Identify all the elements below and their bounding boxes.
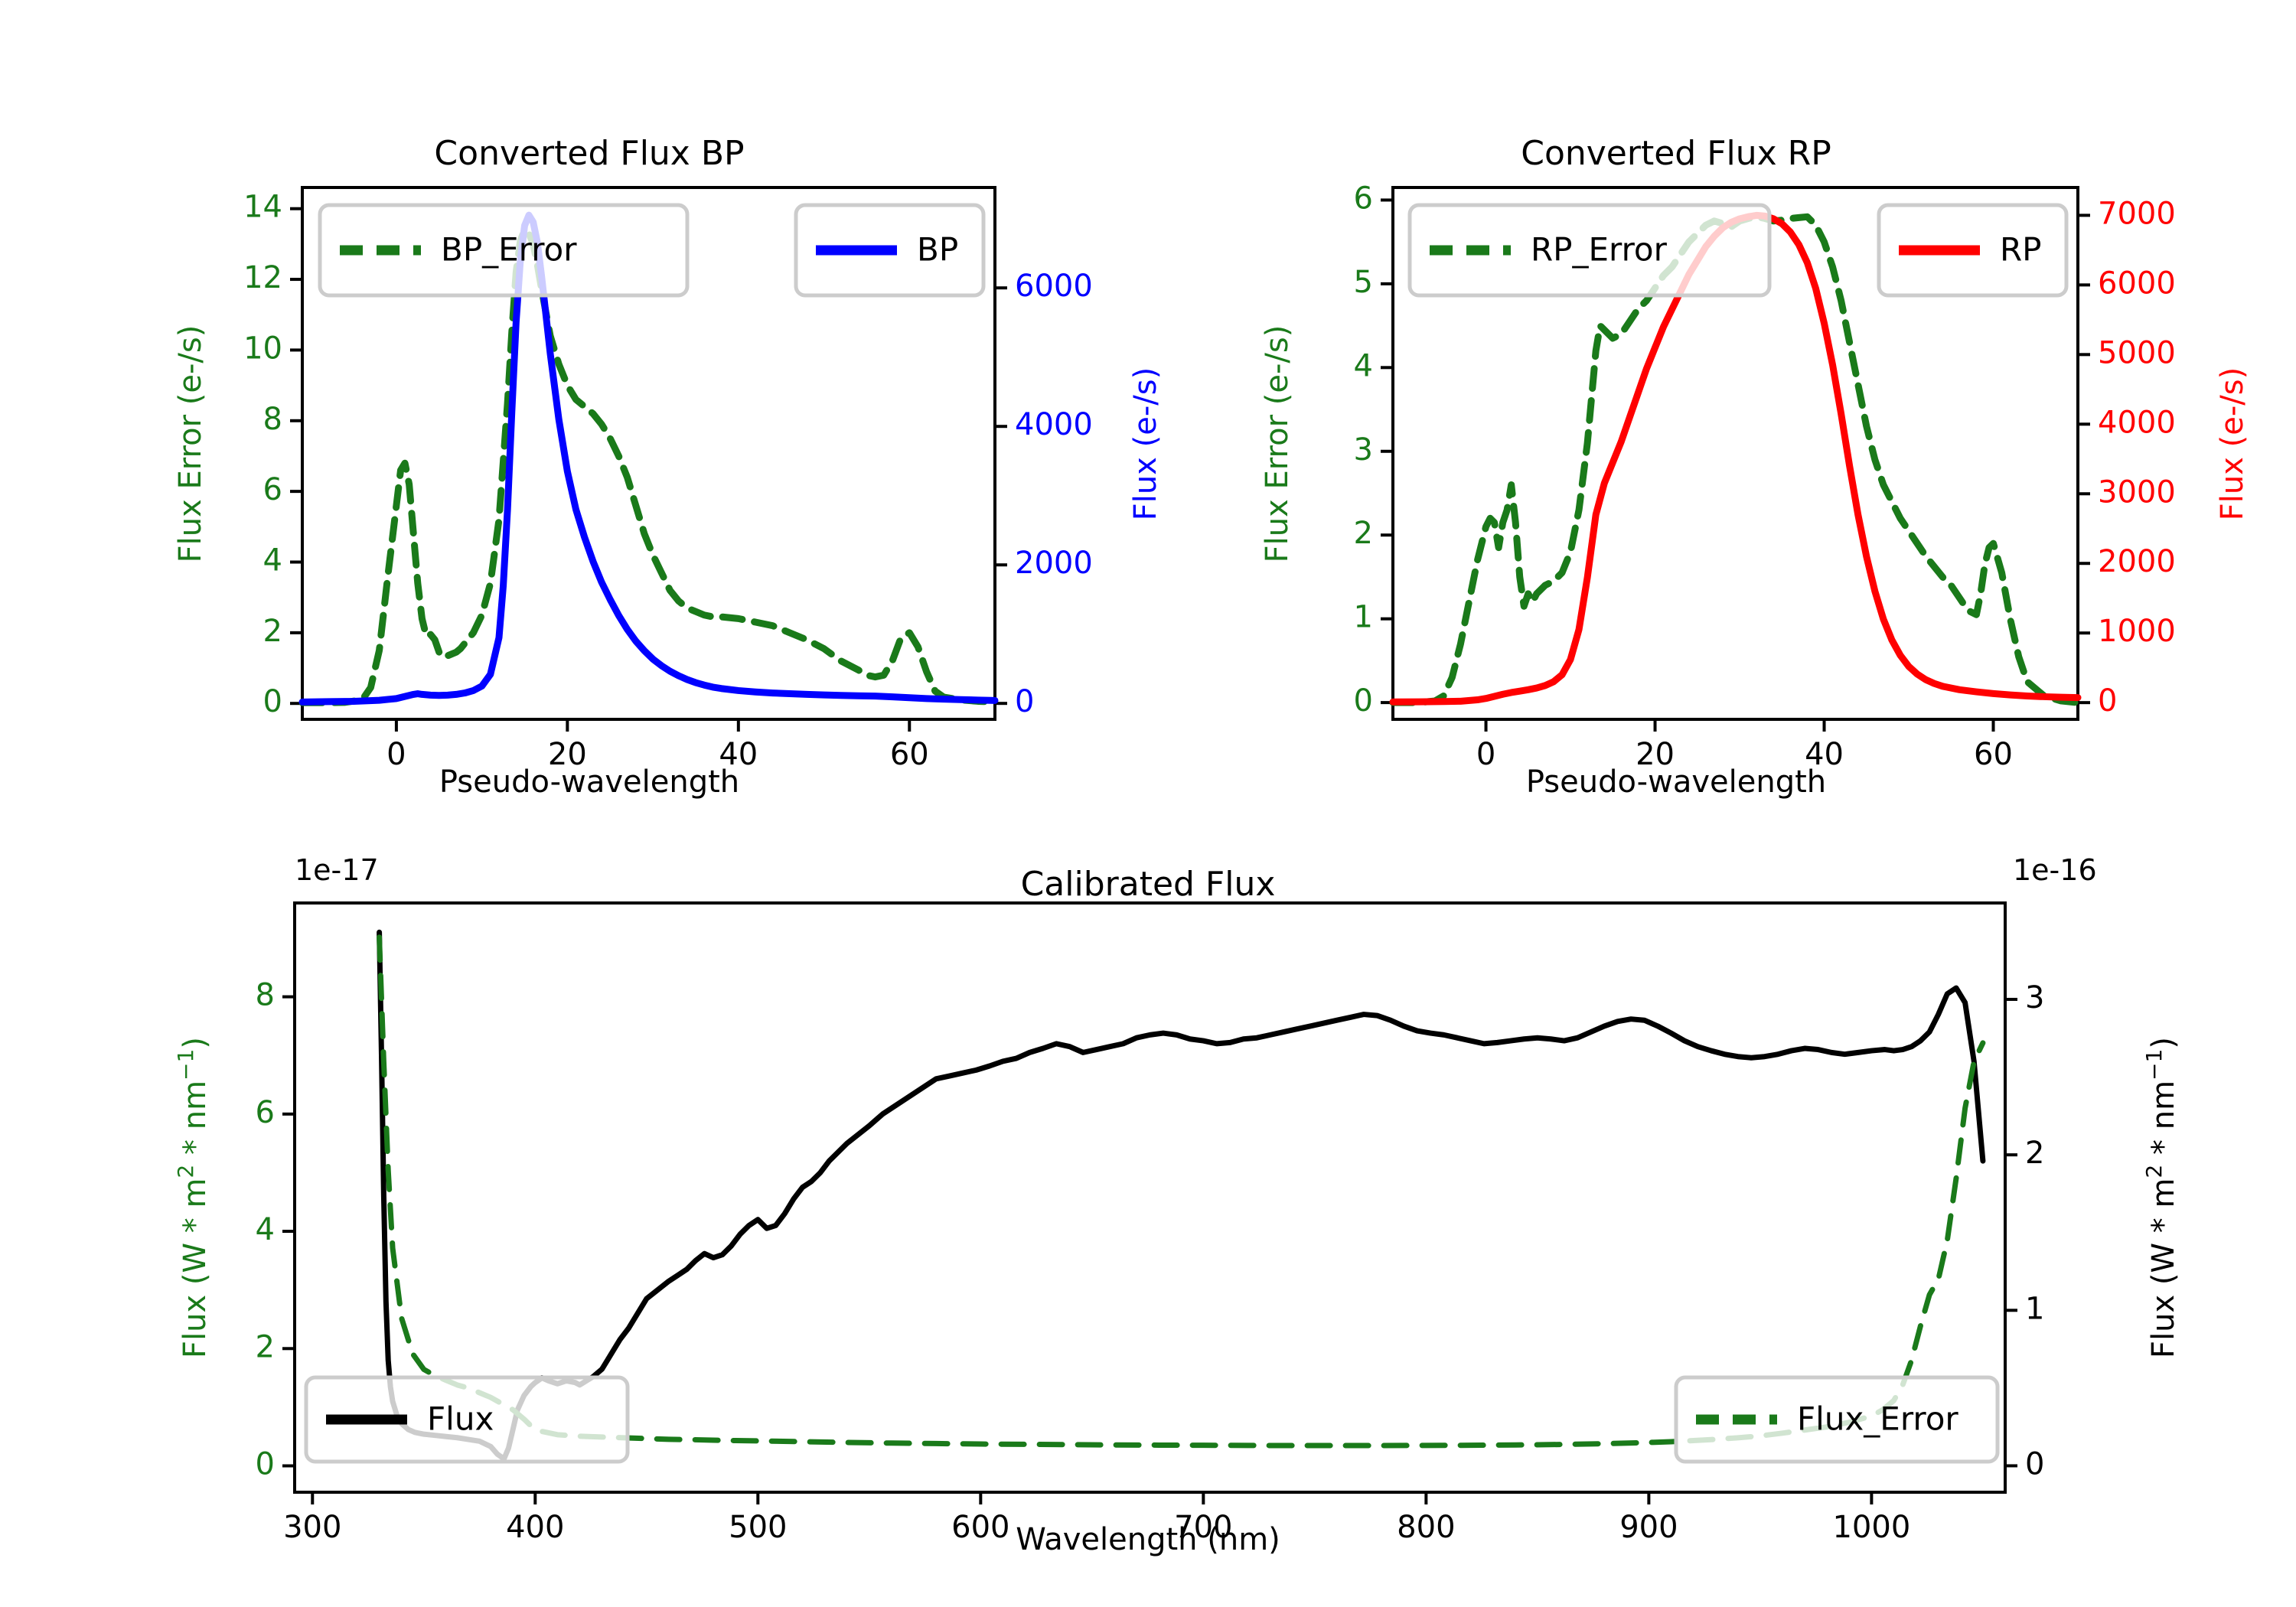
panel-converted-flux-bp: Converted Flux BP 0 20 40 60 0 2 4 6 8 10 12 14 0 200… <box>0 0 1225 826</box>
legend-flux-error-box <box>1674 1375 2000 1464</box>
ytick-label-left: 0 <box>263 684 282 719</box>
xtick-label: 1000 <box>1832 1510 1910 1545</box>
legend-bp-label: BP <box>917 231 958 269</box>
xtick-label: 300 <box>283 1510 341 1545</box>
xtick-label: 600 <box>951 1510 1009 1545</box>
panel-title-bp: Converted Flux BP <box>434 134 744 173</box>
ytick-label-left: 2 <box>1354 516 1373 551</box>
ytick-label-right: 1 <box>2025 1291 2044 1326</box>
ytick-label-right: 6000 <box>2098 266 2176 301</box>
ytick-label-right: 2000 <box>2098 544 2176 579</box>
ytick-label-right: 0 <box>2025 1446 2044 1482</box>
xtick-label: 800 <box>1397 1510 1455 1545</box>
exponent-label-left: 1e-17 <box>295 853 379 887</box>
panel-converted-flux-rp: Converted Flux RP 0 20 40 60 0 1 2 3 4 5 6 0 1000 200… <box>1140 0 2296 826</box>
series-line-bp <box>298 211 999 706</box>
ytick-label-left: 4 <box>1354 348 1373 383</box>
axes-bp: 0 20 40 60 0 2 4 6 8 10 12 14 0 2000 4000 6000 <box>243 186 1093 772</box>
ytick-label-right: 6000 <box>1015 269 1093 304</box>
xaxis-label-rp: Pseudo-wavelength <box>1526 764 1826 800</box>
legend-flux-label: Flux <box>427 1400 494 1438</box>
ytick-label-left: 0 <box>1354 683 1373 719</box>
legends-bp: BP_Error BP <box>318 203 986 298</box>
legend-flux-box <box>304 1375 630 1464</box>
ytick-label-right: 7000 <box>2098 196 2176 231</box>
legends-rp: RP_Error RP <box>1407 203 2069 298</box>
yaxis-label-left-cal: Flux (W * m2 * nm−1) <box>173 1037 213 1358</box>
panel-title-cal: Calibrated Flux <box>1021 865 1276 904</box>
legend-rp-label: RP <box>2000 231 2042 269</box>
yaxis-label-left-rp: Flux Error (e-/s) <box>1260 325 1295 563</box>
ytick-label-left: 0 <box>256 1447 275 1482</box>
chart-converted-flux-rp: Converted Flux RP 0 20 40 60012345601000200… <box>1260 134 2250 800</box>
ytick-label-left: 3 <box>1354 432 1373 468</box>
chart-converted-flux-bp: Converted Flux BP 0 20 40 60 0 2 4 6 8 10 12 14 0 200… <box>173 134 1163 800</box>
xtick-label: 900 <box>1619 1510 1678 1545</box>
ytick-label-left: 12 <box>243 260 282 295</box>
series-line-flux_error <box>377 934 1986 1449</box>
xtick-label: 500 <box>729 1510 787 1545</box>
ytick-label-left: 1 <box>1354 600 1373 635</box>
ytick-label-left: 8 <box>263 402 282 437</box>
xtick-label: 40 <box>1805 737 1844 772</box>
ytick-label-left: 2 <box>256 1329 275 1364</box>
ytick-label-right: 0 <box>2098 683 2117 719</box>
ytick-label-right: 2 <box>2025 1136 2044 1171</box>
xtick-label: 20 <box>548 737 587 772</box>
xaxis-label-cal: Wavelength (nm) <box>1016 1522 1280 1557</box>
xtick-label: 40 <box>719 737 758 772</box>
xaxis-label-bp: Pseudo-wavelength <box>439 764 739 800</box>
xtick-label: 20 <box>1636 737 1675 772</box>
yaxis-label-right-bp: Flux (e-/s) <box>1128 367 1163 520</box>
xtick-label: 0 <box>386 737 406 772</box>
ytick-label-left: 14 <box>243 190 282 225</box>
panel-calibrated-flux: Calibrated Flux 1e-17 1e-16 300 400 500 600… <box>0 796 2296 1607</box>
yaxis-label-left-bp: Flux Error (e-/s) <box>173 325 208 563</box>
yaxis-label-right-cal: Flux (W * m2 * nm−1) <box>2141 1037 2181 1358</box>
axis-labels-rp: Pseudo-wavelength Flux Error (e-/s) Flux… <box>1260 325 2250 800</box>
axes-cal: 300 400 500 600 700 800 900 1000 0 2 4 6 8 0 1 2 3 <box>256 901 2044 1545</box>
ytick-label-right: 2000 <box>1015 546 1093 581</box>
legend-bp-error-label: BP_Error <box>441 231 577 269</box>
chart-calibrated-flux: Calibrated Flux 1e-17 1e-16 300 400 500 600… <box>173 853 2181 1557</box>
ytick-label-right: 1000 <box>2098 614 2176 649</box>
ytick-label-left: 10 <box>243 331 282 366</box>
ytick-label-left: 4 <box>263 543 282 579</box>
ytick-label-right: 0 <box>1015 684 1034 719</box>
ytick-label-left: 8 <box>256 978 275 1013</box>
xtick-label: 60 <box>1974 737 2013 772</box>
ytick-label-left: 6 <box>256 1095 275 1130</box>
legend-rp-error-box <box>1407 203 1772 298</box>
xtick-label: 700 <box>1174 1510 1232 1545</box>
legend-flux-error-label: Flux_Error <box>1797 1400 1958 1438</box>
exponent-label-right: 1e-16 <box>2013 853 2097 887</box>
ytick-label-right: 5000 <box>2098 335 2176 370</box>
xtick-label: 0 <box>1476 737 1495 772</box>
ytick-label-right: 3 <box>2025 980 2044 1015</box>
xtick-label: 400 <box>506 1510 564 1545</box>
series-line-bp_error <box>298 226 999 706</box>
legend-bp-error-box <box>318 203 690 298</box>
ytick-label-left: 5 <box>1354 265 1373 300</box>
ytick-label-left: 2 <box>263 614 282 649</box>
ytick-label-left: 4 <box>256 1212 275 1247</box>
legend-rp-error-label: RP_Error <box>1531 231 1668 269</box>
axis-labels-bp: Pseudo-wavelength Flux Error (e-/s) Flux… <box>173 325 1163 800</box>
ytick-label-left: 6 <box>263 472 282 507</box>
xtick-label: 60 <box>890 737 929 772</box>
ytick-label-right: 4000 <box>1015 407 1093 442</box>
yaxis-label-right-rp: Flux (e-/s) <box>2215 367 2250 520</box>
axis-labels-cal: Wavelength (nm) <box>1016 1522 1280 1557</box>
ytick-label-left: 6 <box>1354 181 1373 216</box>
legends-cal: Flux Flux_Error <box>304 1375 2000 1464</box>
axes-rp: 0 20 40 60012345601000200030004000500060007… <box>1354 181 2176 771</box>
series-bp <box>298 211 999 706</box>
ytick-label-right: 3000 <box>2098 474 2176 510</box>
panel-title-rp: Converted Flux RP <box>1521 134 1831 173</box>
ytick-label-right: 4000 <box>2098 405 2176 440</box>
yaxis-labels-cal: Flux (W * m2 * nm−1) Flux (W * m2 * nm−1) <box>173 1037 2181 1358</box>
